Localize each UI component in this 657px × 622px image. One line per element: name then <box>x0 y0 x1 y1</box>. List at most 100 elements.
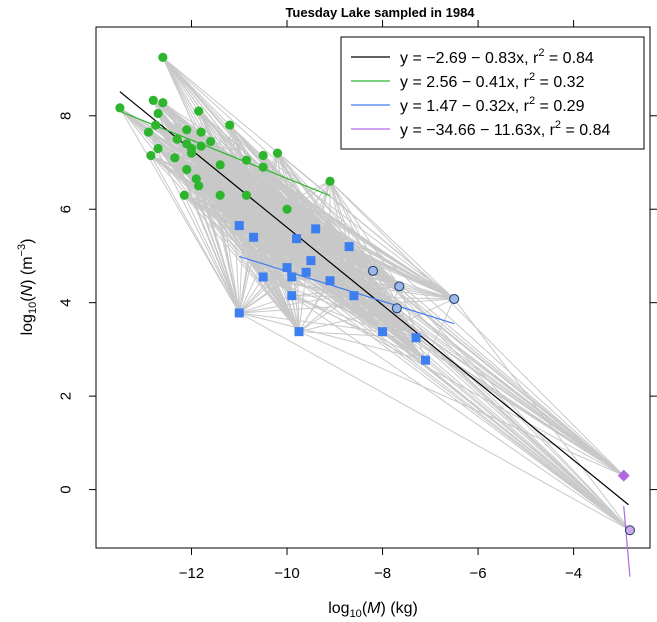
food-web-link <box>186 129 398 309</box>
point-phytoplankton <box>182 164 192 175</box>
food-web-links <box>119 56 631 531</box>
point-phytoplankton <box>148 95 158 105</box>
food-web-link <box>396 307 625 476</box>
food-web-link <box>162 57 625 476</box>
food-web-link <box>183 195 240 314</box>
point-zooplankton <box>287 272 297 282</box>
food-web-link <box>291 295 631 531</box>
food-web-link <box>210 141 625 476</box>
y-tick-label: 6 <box>58 205 75 213</box>
point-phytoplankton <box>153 108 163 119</box>
point-zooplankton-circle <box>391 303 402 314</box>
food-web-link <box>239 295 292 314</box>
x-tick-label: −10 <box>274 565 299 582</box>
point-zooplankton <box>325 276 335 286</box>
food-web-link <box>176 138 631 531</box>
point-phytoplankton <box>191 174 201 184</box>
point-phytoplankton <box>151 120 161 130</box>
legend-box <box>340 36 645 150</box>
food-web-link <box>174 157 400 287</box>
point-fish-diamond <box>617 469 630 482</box>
food-web-link <box>453 298 631 531</box>
food-web-link <box>150 155 240 314</box>
point-zooplankton <box>301 267 311 277</box>
y-tick-label: 8 <box>58 112 75 120</box>
legend-label: y = −34.66 − 11.63x, r2 = 0.84 <box>400 119 611 139</box>
point-phytoplankton <box>186 143 197 154</box>
food-web-link <box>196 178 455 300</box>
point-phytoplankton <box>179 190 189 200</box>
food-web-link <box>286 267 293 296</box>
food-web-link <box>210 141 455 300</box>
point-zooplankton <box>311 224 321 234</box>
food-web-link <box>262 155 455 300</box>
point-phytoplankton <box>215 190 225 200</box>
point-phytoplankton <box>146 150 156 161</box>
regression-line-fish <box>623 505 631 577</box>
point-zooplankton <box>258 272 268 282</box>
food-web-link <box>398 285 631 531</box>
point-zooplankton <box>344 242 354 252</box>
food-web-link <box>277 152 455 300</box>
y-axis-title: log10(N) (m−3) <box>16 239 39 336</box>
food-web-link <box>186 169 240 314</box>
food-web-link <box>238 260 312 314</box>
y-tick-label: 4 <box>58 299 75 307</box>
y-axis: 0 2 4 6 8 <box>58 112 657 494</box>
chart-title: Tuesday Lake sampled in 1984 <box>285 5 475 20</box>
food-web-link <box>239 312 631 531</box>
x-tick-label: −12 <box>179 565 204 582</box>
food-web-link <box>239 298 455 314</box>
point-zooplankton <box>349 291 359 301</box>
legend-label: y = 2.56 − 0.41x, r2 = 0.32 <box>400 71 585 91</box>
food-web-link <box>425 359 631 531</box>
point-zooplankton-circle <box>394 281 405 292</box>
regression-line-zooplankton <box>239 255 455 325</box>
food-web-link <box>253 236 631 531</box>
food-web-link <box>262 276 624 477</box>
food-web-link <box>239 312 426 361</box>
food-web-link <box>286 208 631 531</box>
x-axis-title: log10(M) (kg) <box>328 600 418 620</box>
x-tick-label: −8 <box>374 565 391 582</box>
food-web-link <box>262 276 300 332</box>
point-phytoplankton <box>196 127 206 137</box>
food-web-link <box>119 107 426 361</box>
food-web-link <box>315 228 455 300</box>
food-web-link <box>238 237 255 314</box>
point-zooplankton-circle <box>449 293 460 304</box>
food-web-link <box>348 246 625 476</box>
point-phytoplankton <box>272 148 283 158</box>
food-web-link <box>286 267 631 531</box>
data-points <box>115 52 635 536</box>
food-web-link <box>186 169 625 476</box>
point-phytoplankton <box>325 176 335 186</box>
point-phytoplankton <box>282 204 292 214</box>
point-phytoplankton <box>194 181 204 191</box>
legend: y = −2.69 − 0.83x, r2 = 0.84 y = 2.56 − 0… <box>340 36 645 150</box>
point-phytoplankton <box>194 106 204 116</box>
point-phytoplankton <box>196 141 206 151</box>
point-zooplankton <box>234 221 244 231</box>
legend-label: y = 1.47 − 0.32x, r2 = 0.29 <box>400 95 585 115</box>
point-phytoplankton <box>258 150 268 161</box>
point-zooplankton <box>234 308 244 318</box>
food-web-link <box>310 260 455 300</box>
point-phytoplankton <box>241 155 252 165</box>
point-phytoplankton <box>153 143 163 154</box>
point-phytoplankton <box>170 153 180 163</box>
food-web-link <box>310 260 631 531</box>
food-web-link <box>262 155 398 309</box>
food-web-link <box>198 185 240 314</box>
point-phytoplankton <box>158 52 168 62</box>
point-phytoplankton <box>225 120 235 130</box>
point-zooplankton <box>411 333 421 343</box>
y-tick-label: 0 <box>58 485 75 493</box>
point-phytoplankton <box>158 98 168 108</box>
legend-label: y = −2.69 − 0.83x, r2 = 0.84 <box>400 47 594 67</box>
food-web-link <box>186 143 625 476</box>
point-phytoplankton <box>206 136 216 147</box>
point-phytoplankton <box>215 160 225 170</box>
food-web-link <box>262 166 625 476</box>
